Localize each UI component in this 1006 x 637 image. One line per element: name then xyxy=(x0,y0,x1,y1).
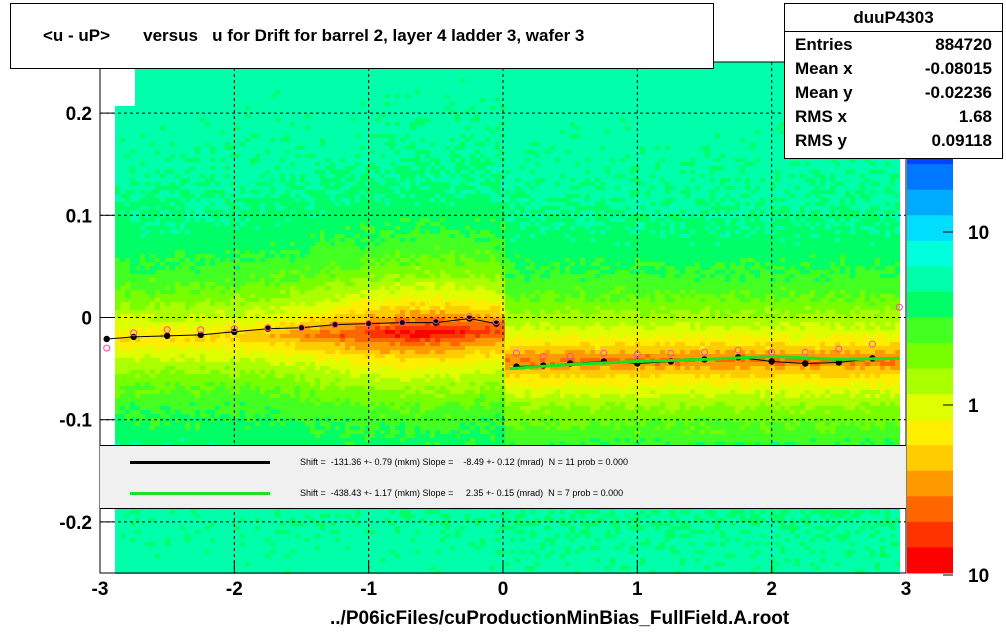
palette-cell xyxy=(907,394,953,421)
profile-point-magenta xyxy=(667,349,675,357)
fit-legend: Shift = -131.36 +- 0.79 (mkm) Slope = -8… xyxy=(100,445,906,509)
profile-point-magenta xyxy=(331,321,339,329)
palette-cell xyxy=(907,291,953,318)
y-tick-label: 0.1 xyxy=(66,206,93,227)
palette-cell xyxy=(907,547,953,574)
grid-lines xyxy=(100,62,906,573)
y-tick-label: -0.1 xyxy=(59,411,92,432)
x-tick-label: 2 xyxy=(766,579,777,600)
palette-cell xyxy=(907,215,953,242)
profile-point-magenta xyxy=(432,317,440,325)
palette-cell xyxy=(907,470,953,497)
y-tick-label: 0.2 xyxy=(66,104,92,125)
profile-point-magenta xyxy=(264,324,272,332)
profile-point-magenta xyxy=(512,349,520,357)
profile-point-black xyxy=(365,320,372,327)
profile-point-magenta xyxy=(895,303,903,311)
y-tick-label: 0 xyxy=(81,309,92,330)
profile-point-black xyxy=(493,320,500,327)
profile-point-magenta xyxy=(633,350,641,358)
palette-cell xyxy=(907,368,953,395)
profile-point-magenta xyxy=(701,348,708,356)
x-tick-label: 1 xyxy=(632,579,643,600)
plot-title: <u - uP> versus u for Drift for barrel 2… xyxy=(10,3,714,69)
palette-tick-label: 10 xyxy=(968,566,989,587)
profile-point-magenta xyxy=(197,326,205,334)
x-tick-label: -1 xyxy=(360,579,377,600)
profile-point-magenta xyxy=(130,329,138,337)
palette-tick-label: 10 xyxy=(968,223,989,244)
stats-row-mean-y: Mean y -0.02236 xyxy=(785,80,1002,104)
x-tick-label: -2 xyxy=(226,579,243,600)
profile-point-magenta xyxy=(600,349,608,357)
profile-point-black xyxy=(103,335,110,343)
profile-point-magenta xyxy=(163,326,171,334)
stats-row-mean-x: Mean x -0.08015 xyxy=(785,56,1002,80)
palette-cell xyxy=(907,521,953,548)
profile-point-magenta xyxy=(539,352,547,360)
profile-point-magenta xyxy=(465,312,473,320)
profile-point-black xyxy=(331,321,339,328)
profile-point-magenta xyxy=(298,324,305,332)
profile-point-magenta xyxy=(868,340,876,348)
footer-filename: ../P06icFiles/cuProductionMinBias_FullFi… xyxy=(330,608,789,630)
profile-point-black xyxy=(802,360,809,367)
stats-row-rms-x: RMS x 1.68 xyxy=(785,104,1002,128)
palette-cell xyxy=(907,266,953,293)
legend-line-black xyxy=(130,461,270,464)
profile-point-magenta xyxy=(734,346,742,354)
profile-point-magenta xyxy=(230,325,238,333)
profile-point-magenta xyxy=(492,318,500,326)
palette-cell xyxy=(907,445,953,472)
palette-cell xyxy=(907,240,953,267)
profile-point-black xyxy=(163,332,171,340)
profile-point-magenta xyxy=(801,348,809,356)
palette-cell xyxy=(907,419,953,446)
profile-markers xyxy=(103,303,903,371)
palette-tick-label: 1 xyxy=(968,396,979,417)
profile-point-magenta xyxy=(835,345,843,353)
stats-name: duuP4303 xyxy=(785,4,1002,32)
profile-point-magenta xyxy=(566,352,574,360)
stats-box: duuP4303 Entries 884720 Mean x -0.08015 Me… xyxy=(784,3,1003,159)
axes: -3 -2 -1 0 1 2 3 -0.2 -0.1 0 0.1 0.2 xyxy=(59,61,912,600)
x-tick-label: -3 xyxy=(92,579,109,600)
stats-row-rms-y: RMS y 0.09118 xyxy=(785,128,1002,152)
plot-title-text: <u - uP> versus u for Drift for barrel 2… xyxy=(43,26,584,46)
profile-point-black xyxy=(298,324,305,331)
legend-line-green xyxy=(130,492,270,495)
profile-point-black xyxy=(768,358,775,365)
profile-point-magenta xyxy=(365,320,373,328)
x-tick-label: 3 xyxy=(901,579,912,600)
palette-cell xyxy=(907,164,953,191)
legend-text-black: Shift = -131.36 +- 0.79 (mkm) Slope = -8… xyxy=(300,457,628,467)
palette-cell xyxy=(907,496,953,523)
profile-point-black xyxy=(432,319,440,326)
palette-cell xyxy=(907,317,953,344)
fit-line-green xyxy=(509,354,900,371)
legend-text-green: Shift = -438.43 +- 1.17 (mkm) Slope = 2.… xyxy=(300,488,623,498)
profile-point-black xyxy=(197,331,204,339)
profile-point-black xyxy=(399,319,406,326)
stats-row-entries: Entries 884720 xyxy=(785,32,1002,56)
palette-cell xyxy=(907,189,953,216)
palette-cell xyxy=(907,343,953,370)
y-tick-label: -0.2 xyxy=(59,513,92,534)
profile-point-magenta xyxy=(398,319,406,327)
profile-point-black xyxy=(466,315,473,322)
profile-point-magenta xyxy=(103,344,111,352)
x-tick-label: 0 xyxy=(498,579,509,600)
